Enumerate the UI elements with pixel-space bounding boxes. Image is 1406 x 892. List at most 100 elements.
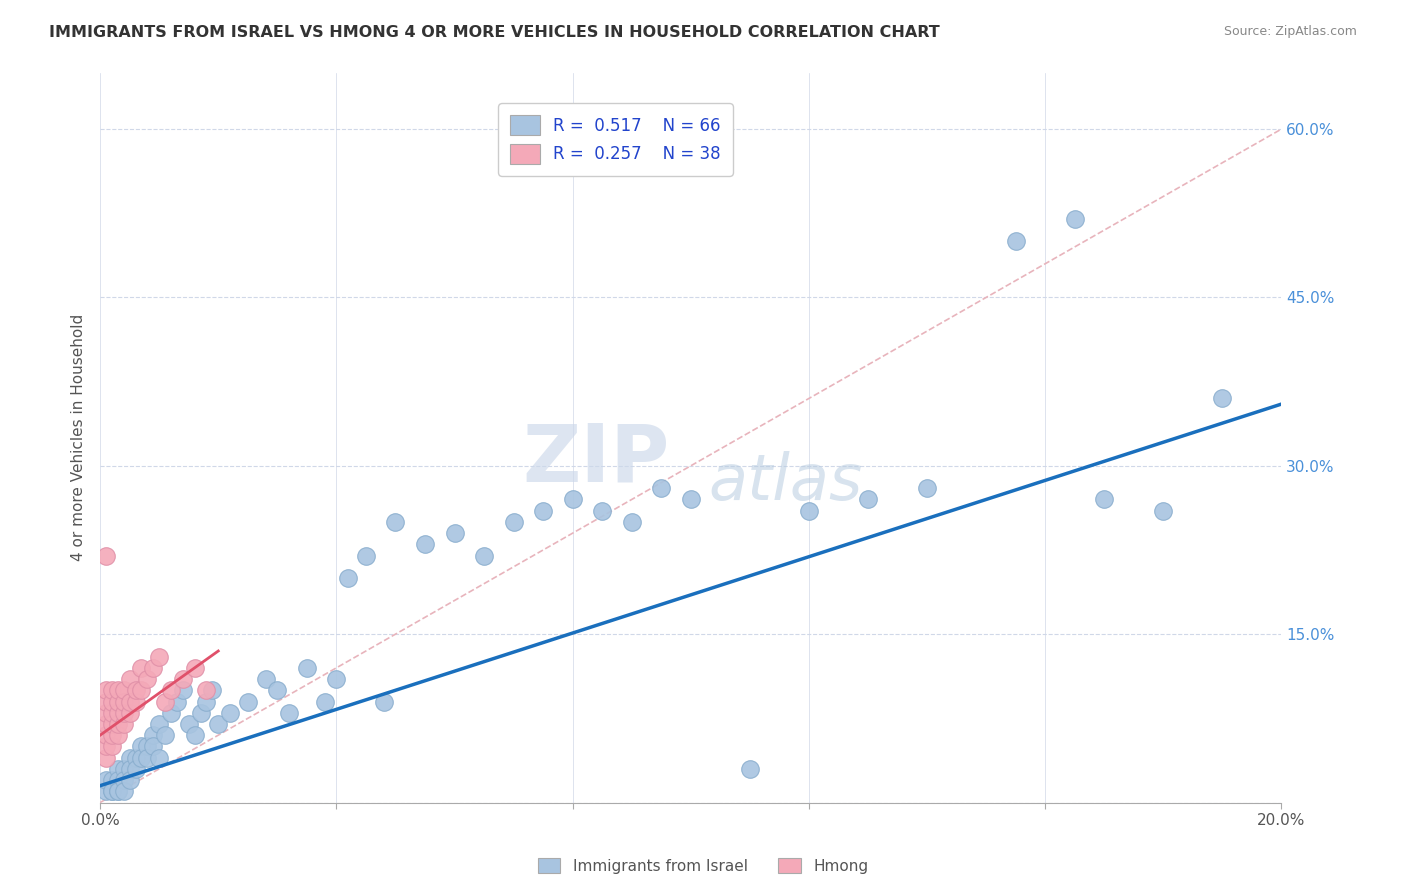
Point (124, 750, 146, 764)
Point (124, 683, 146, 698)
Point (650, 481, 672, 495)
Point (207, 717, 229, 731)
Point (94, 739, 117, 754)
Text: Source: ZipAtlas.com: Source: ZipAtlas.com (1223, 25, 1357, 38)
Point (354, 549, 377, 563)
Point (443, 526, 465, 541)
Point (142, 739, 165, 754)
Point (142, 661, 165, 675)
Point (118, 750, 141, 764)
Point (107, 773, 129, 788)
Point (131, 661, 153, 675)
Point (183, 661, 205, 675)
Point (101, 773, 124, 788)
Point (112, 762, 135, 776)
Point (107, 683, 129, 698)
Point (148, 750, 170, 764)
Point (94, 784, 117, 798)
Point (153, 694, 176, 708)
Point (118, 762, 141, 776)
Point (101, 694, 124, 708)
Point (1004, 235, 1026, 249)
Point (107, 717, 129, 731)
Point (112, 694, 135, 708)
Point (112, 683, 135, 698)
Point (472, 549, 495, 563)
Point (190, 706, 212, 720)
Point (373, 694, 395, 708)
Point (1092, 492, 1115, 507)
Point (107, 694, 129, 708)
Point (1152, 504, 1174, 518)
Point (413, 537, 436, 551)
Point (94, 683, 117, 698)
Point (94, 728, 117, 742)
Point (561, 492, 583, 507)
Point (856, 492, 879, 507)
Point (118, 694, 141, 708)
Point (101, 706, 124, 720)
Point (136, 672, 159, 686)
Point (172, 672, 194, 686)
Point (124, 694, 146, 708)
Text: atlas: atlas (709, 450, 862, 513)
Point (1063, 211, 1085, 226)
Point (107, 706, 129, 720)
Point (118, 773, 141, 788)
Point (131, 739, 153, 754)
Legend: R =  0.517    N = 66, R =  0.257    N = 38: R = 0.517 N = 66, R = 0.257 N = 38 (498, 103, 733, 176)
Point (1211, 392, 1233, 406)
Point (295, 661, 318, 675)
Point (118, 672, 141, 686)
Point (124, 762, 146, 776)
Text: ZIP: ZIP (523, 421, 669, 499)
Point (131, 683, 153, 698)
Point (136, 750, 159, 764)
Point (915, 481, 938, 495)
Point (101, 784, 124, 798)
Point (502, 515, 524, 529)
Point (531, 504, 554, 518)
Point (131, 750, 153, 764)
Point (195, 694, 218, 708)
Point (148, 717, 170, 731)
Point (620, 515, 643, 529)
Point (112, 784, 135, 798)
Point (136, 739, 159, 754)
Point (107, 728, 129, 742)
Point (195, 683, 218, 698)
Point (107, 784, 129, 798)
Point (94, 717, 117, 731)
Point (177, 717, 200, 731)
Point (101, 739, 124, 754)
Point (94, 694, 117, 708)
Point (101, 683, 124, 698)
Point (236, 694, 259, 708)
Point (153, 728, 176, 742)
Point (738, 762, 761, 776)
Point (160, 683, 183, 698)
Point (112, 717, 135, 731)
Point (101, 717, 124, 731)
Point (112, 706, 135, 720)
Point (94, 706, 117, 720)
Point (148, 649, 170, 664)
Legend: Immigrants from Israel, Hmong: Immigrants from Israel, Hmong (531, 852, 875, 880)
Point (337, 571, 360, 585)
Point (278, 706, 301, 720)
Point (112, 773, 135, 788)
Point (266, 683, 288, 698)
Point (201, 683, 224, 698)
Text: IMMIGRANTS FROM ISRAEL VS HMONG 4 OR MORE VEHICLES IN HOUSEHOLD CORRELATION CHAR: IMMIGRANTS FROM ISRAEL VS HMONG 4 OR MOR… (49, 25, 941, 40)
Point (172, 683, 194, 698)
Point (94, 549, 117, 563)
Point (797, 504, 820, 518)
Point (101, 784, 124, 798)
Point (183, 728, 205, 742)
Point (142, 728, 165, 742)
Point (384, 515, 406, 529)
Point (160, 706, 183, 720)
Point (107, 784, 129, 798)
Point (219, 706, 242, 720)
Y-axis label: 4 or more Vehicles in Household: 4 or more Vehicles in Household (72, 314, 86, 561)
